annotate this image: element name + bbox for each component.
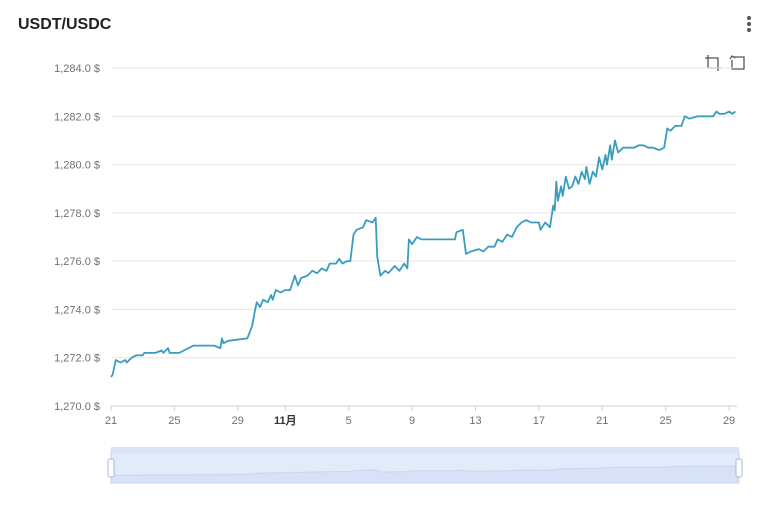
zoom-selected-range[interactable]: [110, 449, 740, 484]
zoom-top-bar[interactable]: [111, 447, 739, 453]
zoom-handle-right[interactable]: [735, 458, 743, 478]
more-vertical-icon[interactable]: [739, 16, 759, 38]
zoom-reset-icon[interactable]: [729, 54, 747, 72]
chart-title: USDT/USDC: [18, 16, 112, 33]
zoom-handle-left[interactable]: [107, 458, 115, 478]
